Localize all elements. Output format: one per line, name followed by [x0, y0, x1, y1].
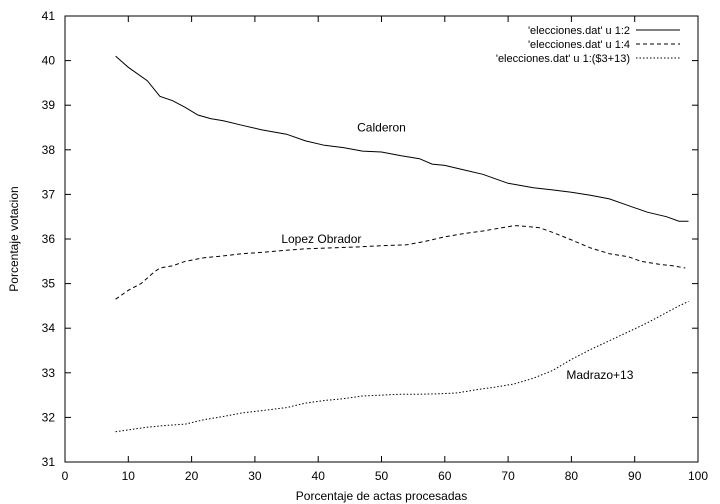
y-tick-label: 41 — [42, 9, 56, 23]
x-tick-label: 10 — [122, 469, 136, 483]
plot-frame — [64, 15, 699, 463]
series-annotation: Calderon — [357, 121, 406, 135]
y-axis-label: Porcentaje votacion — [7, 186, 21, 291]
x-axis-ticks: 0 10 20 30 40 50 60 70 80 90 100 — [62, 16, 708, 483]
series-annotation: Madrazo+13 — [566, 368, 633, 382]
y-tick-label: 34 — [42, 321, 56, 335]
y-tick-label: 38 — [42, 143, 56, 157]
y-tick-label: 40 — [42, 54, 56, 68]
y-tick-label: 36 — [42, 232, 56, 246]
y-axis-ticks: 31 32 33 34 35 36 37 38 39 40 41 — [42, 9, 698, 469]
x-tick-label: 60 — [438, 469, 452, 483]
x-tick-label: 20 — [185, 469, 199, 483]
y-tick-label: 31 — [42, 455, 56, 469]
x-tick-label: 40 — [312, 469, 326, 483]
legend-label: 'elecciones.dat' u 1:($3+13) — [496, 53, 630, 65]
x-axis-label: Porcentaje de actas procesadas — [296, 489, 467, 503]
plot-border — [64, 15, 699, 463]
legend-label: 'elecciones.dat' u 1:2 — [528, 25, 630, 37]
x-tick-label: 90 — [628, 469, 642, 483]
x-tick-label: 80 — [565, 469, 579, 483]
annotation-layer: Calderon Lopez Obrador Madrazo+13 — [281, 121, 633, 383]
legend: 'elecciones.dat' u 1:2 'elecciones.dat' u… — [496, 25, 680, 65]
x-tick-label: 70 — [501, 469, 515, 483]
legend-label: 'elecciones.dat' u 1:4 — [528, 39, 630, 51]
y-tick-label: 37 — [42, 187, 56, 201]
series-line-1 — [115, 55, 689, 222]
y-tick-label: 33 — [42, 366, 56, 380]
x-tick-label: 0 — [62, 469, 69, 483]
x-tick-label: 30 — [248, 469, 262, 483]
x-tick-label: 100 — [688, 469, 708, 483]
y-tick-label: 35 — [42, 277, 56, 291]
series-layer — [115, 55, 689, 433]
series-annotation: Lopez Obrador — [281, 232, 361, 246]
series-line-3 — [115, 300, 689, 433]
y-tick-label: 39 — [42, 98, 56, 112]
series-line-2 — [115, 225, 686, 300]
x-tick-label: 50 — [375, 469, 389, 483]
y-tick-label: 32 — [42, 410, 56, 424]
